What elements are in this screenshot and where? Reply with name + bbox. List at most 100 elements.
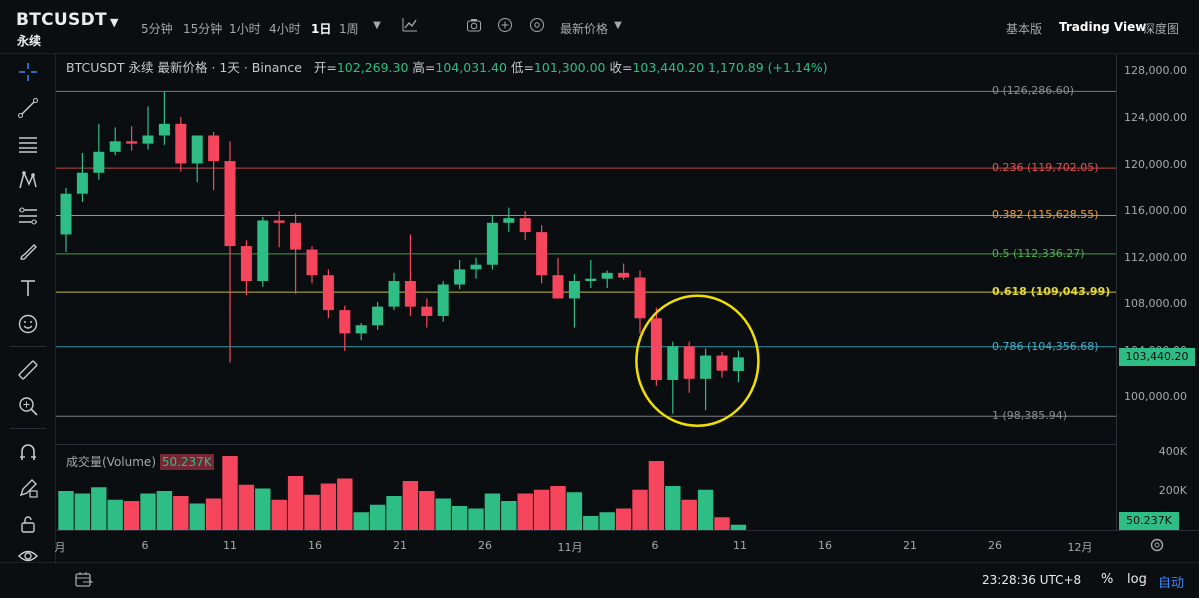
- volume-bar-29[interactable]: [533, 489, 550, 531]
- candle-11[interactable]: [240, 240, 252, 295]
- volume-bar-10[interactable]: [222, 456, 238, 531]
- candle-26[interactable]: [486, 214, 498, 270]
- volume-bar-25[interactable]: [468, 508, 484, 532]
- candle-8[interactable]: [191, 135, 203, 183]
- candle-23[interactable]: [437, 281, 449, 322]
- volume-pane[interactable]: [56, 444, 1116, 532]
- candle-1[interactable]: [76, 152, 88, 202]
- candle-25[interactable]: [470, 257, 482, 279]
- candle-9[interactable]: [208, 132, 220, 191]
- settings-icon[interactable]: [1149, 537, 1165, 557]
- lock-icon[interactable]: [14, 510, 42, 538]
- candle-16[interactable]: [322, 269, 334, 319]
- candlestick-chart[interactable]: [56, 54, 1116, 444]
- view-tradingview[interactable]: Trading View: [1059, 20, 1147, 34]
- timeframe-4h[interactable]: 4小时: [269, 22, 301, 36]
- candle-10[interactable]: [224, 141, 236, 363]
- volume-bar-21[interactable]: [402, 481, 419, 531]
- volume-bar-33[interactable]: [599, 512, 615, 531]
- volume-bar-36[interactable]: [648, 461, 665, 531]
- candle-15[interactable]: [306, 246, 318, 284]
- horizontal-lines-icon[interactable]: [14, 130, 42, 158]
- volume-bar-26[interactable]: [484, 493, 501, 532]
- volume-bar-5[interactable]: [140, 493, 156, 532]
- candle-24[interactable]: [454, 260, 466, 290]
- timeframe-5m[interactable]: 5分钟: [141, 22, 173, 36]
- settings-icon[interactable]: [528, 17, 546, 35]
- volume-bar-11[interactable]: [238, 484, 255, 531]
- volume-bar-0[interactable]: [58, 491, 74, 531]
- ruler-icon[interactable]: [14, 356, 42, 384]
- volume-bar-9[interactable]: [205, 498, 222, 532]
- volume-bar-20[interactable]: [386, 496, 402, 531]
- volume-bar-34[interactable]: [615, 508, 632, 532]
- volume-bar-30[interactable]: [550, 486, 566, 531]
- candle-28[interactable]: [519, 211, 531, 241]
- candle-34[interactable]: [618, 263, 630, 280]
- volume-bar-32[interactable]: [583, 516, 599, 531]
- volume-bar-27[interactable]: [501, 501, 517, 531]
- volume-bar-4[interactable]: [123, 501, 140, 531]
- emoji-icon[interactable]: [14, 310, 42, 338]
- candle-17[interactable]: [339, 305, 351, 351]
- volume-bar-40[interactable]: [714, 517, 730, 531]
- volume-bar-17[interactable]: [337, 478, 353, 532]
- draw-lock-pen-icon[interactable]: [14, 474, 42, 502]
- volume-bar-15[interactable]: [304, 494, 320, 531]
- timeframe-15m[interactable]: 15分钟: [183, 22, 223, 36]
- pattern-icon[interactable]: [14, 166, 42, 194]
- price-chart[interactable]: [56, 54, 1116, 444]
- candle-18[interactable]: [355, 322, 367, 341]
- chevron-down-icon[interactable]: ▼: [614, 20, 622, 31]
- magnet-icon[interactable]: [14, 438, 42, 466]
- candle-7[interactable]: [175, 116, 187, 172]
- candle-19[interactable]: [372, 301, 384, 330]
- chevron-down-icon[interactable]: ▼: [373, 20, 381, 31]
- volume-bar-13[interactable]: [271, 499, 287, 531]
- volume-bar-7[interactable]: [173, 496, 189, 531]
- date-range-icon[interactable]: [74, 571, 94, 593]
- volume-bar-37[interactable]: [665, 486, 681, 531]
- candle-4[interactable]: [126, 126, 138, 151]
- candle-37[interactable]: [667, 341, 679, 414]
- candle-40[interactable]: [716, 352, 728, 378]
- volume-bar-2[interactable]: [91, 487, 107, 531]
- candle-39[interactable]: [700, 348, 712, 411]
- volume-bar-38[interactable]: [681, 499, 697, 531]
- volume-bar-39[interactable]: [697, 489, 714, 531]
- volume-bar-1[interactable]: [74, 493, 91, 532]
- candle-35[interactable]: [634, 270, 646, 334]
- price-type-selector[interactable]: 最新价格: [560, 22, 609, 36]
- candle-27[interactable]: [503, 207, 515, 233]
- camera-icon[interactable]: [465, 17, 483, 35]
- timeframe-1w[interactable]: 1周: [339, 22, 359, 36]
- volume-bar-19[interactable]: [369, 504, 386, 531]
- candle-13[interactable]: [273, 211, 285, 248]
- volume-bar-3[interactable]: [107, 499, 123, 531]
- volume-bar-12[interactable]: [255, 488, 271, 532]
- candle-38[interactable]: [683, 341, 695, 393]
- candle-29[interactable]: [536, 225, 548, 284]
- volume-bar-14[interactable]: [287, 476, 304, 531]
- candle-21[interactable]: [404, 234, 416, 316]
- candle-12[interactable]: [257, 216, 269, 287]
- volume-bar-16[interactable]: [320, 483, 337, 532]
- price-axis[interactable]: 128,000.00 124,000.00 120,000.00 116,000.00…: [1116, 54, 1199, 530]
- symbol-name[interactable]: BTCUSDT: [16, 10, 107, 30]
- eye-icon[interactable]: [14, 542, 42, 570]
- volume-bar-18[interactable]: [353, 512, 369, 531]
- candle-3[interactable]: [109, 127, 121, 156]
- candle-6[interactable]: [158, 91, 170, 145]
- volume-bar-24[interactable]: [451, 506, 468, 531]
- volume-bar-8[interactable]: [189, 503, 205, 532]
- volume-bar-41[interactable]: [730, 524, 747, 531]
- volume-bar-31[interactable]: [566, 492, 583, 531]
- view-depth[interactable]: 深度图: [1143, 22, 1180, 36]
- candle-14[interactable]: [290, 213, 302, 294]
- trend-line-icon[interactable]: [14, 94, 42, 122]
- zoom-in-icon[interactable]: [14, 392, 42, 420]
- brush-icon[interactable]: [14, 238, 42, 266]
- add-circle-icon[interactable]: [496, 17, 514, 35]
- timeframe-1d[interactable]: 1日: [311, 22, 332, 36]
- candle-22[interactable]: [421, 298, 433, 328]
